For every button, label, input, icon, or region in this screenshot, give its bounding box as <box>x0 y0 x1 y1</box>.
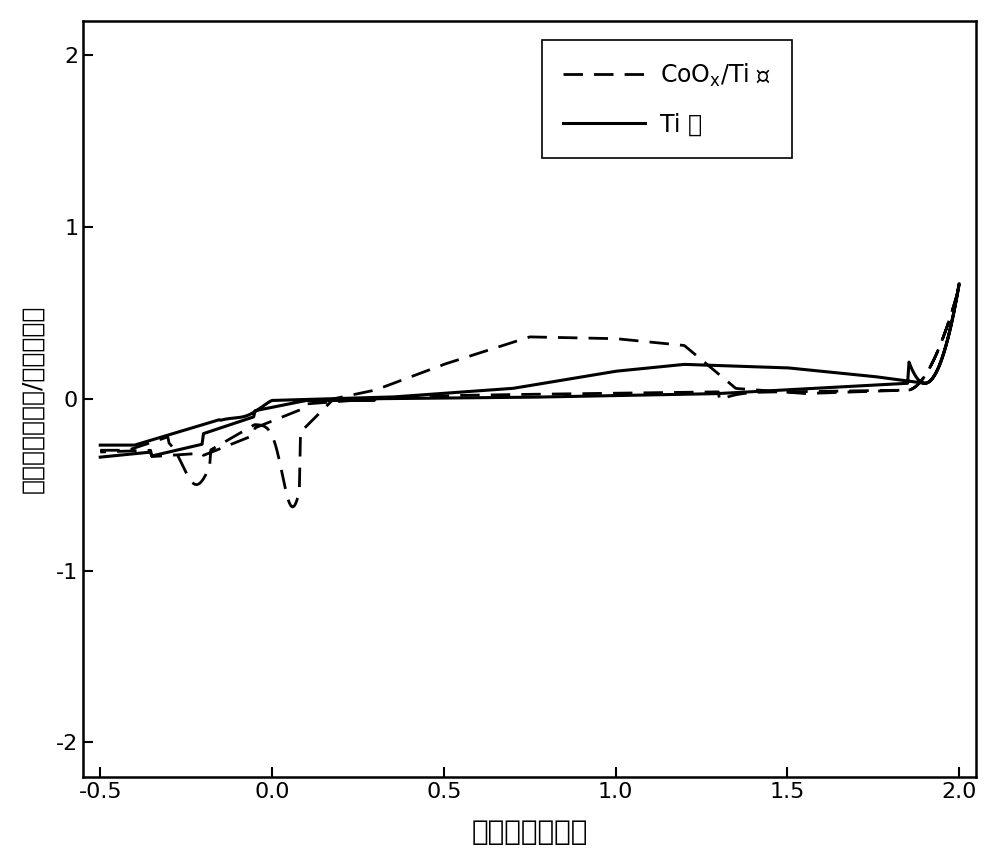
Legend: $\mathrm{CoO_x}$/Ti 膜, Ti 膜: $\mathrm{CoO_x}$/Ti 膜, Ti 膜 <box>542 40 792 158</box>
X-axis label: 电极电位（伏）: 电极电位（伏） <box>472 818 588 846</box>
Y-axis label: 电流密度（毫安/平方厘米）: 电流密度（毫安/平方厘米） <box>21 304 45 493</box>
